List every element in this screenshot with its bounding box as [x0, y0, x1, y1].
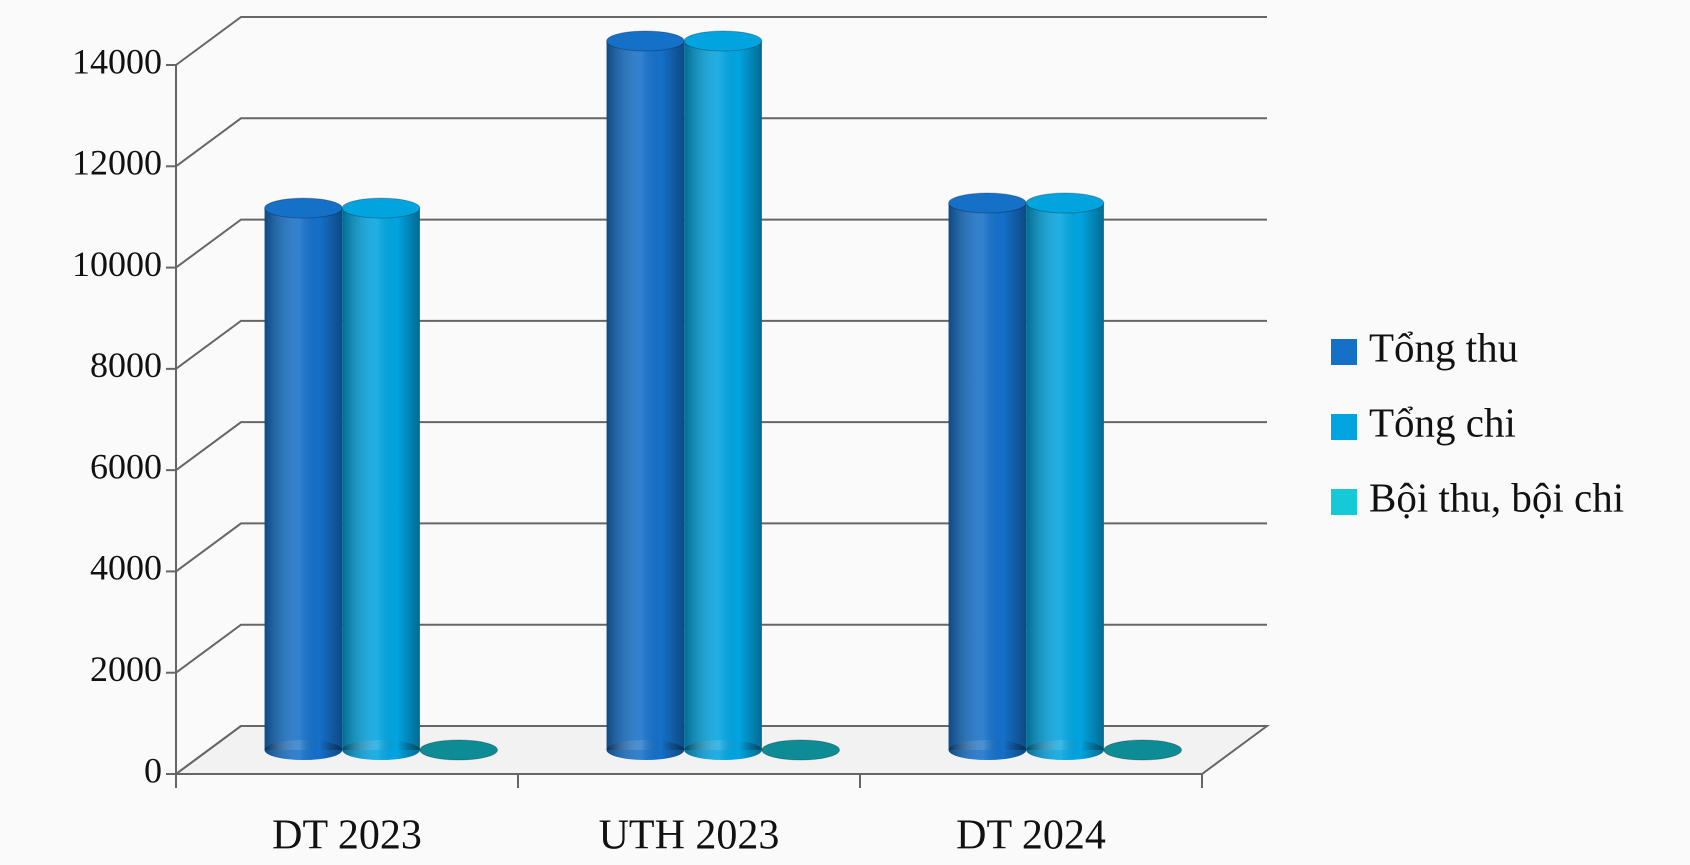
legend-label: Tổng thu [1369, 324, 1518, 370]
y-tick-label: 6000 [90, 446, 162, 486]
bar-bottom-shade [1026, 740, 1104, 760]
bar [606, 30, 685, 760]
y-tick-label: 0 [144, 750, 162, 790]
bar-top [683, 30, 763, 52]
bar-top-shade [419, 740, 498, 760]
grid-line [175, 623, 1267, 674]
x-tick-label: DT 2023 [272, 813, 422, 859]
grid-line [175, 319, 1267, 370]
grid-line [175, 117, 1267, 168]
bar-top-shade [1103, 740, 1182, 760]
bar-top [1103, 739, 1182, 761]
y-tick-label: 4000 [90, 548, 162, 588]
y-tick-label: 8000 [90, 345, 162, 385]
bar-shade [948, 203, 1027, 751]
bar [341, 197, 421, 760]
bar-bottom-shade [606, 740, 685, 760]
bar-bottom-shade [264, 740, 343, 760]
grid-line [175, 16, 1267, 66]
bar-shade [606, 41, 685, 750]
bar-top [606, 30, 685, 52]
y-tick-label: 14000 [72, 41, 162, 81]
bar-top [419, 739, 498, 761]
legend-label: Bội thu, bội chi [1369, 474, 1624, 520]
y-tick-label: 10000 [72, 244, 162, 284]
bar-top [948, 192, 1027, 214]
bar-bottom-shade [342, 740, 420, 760]
y-tick-label: 12000 [72, 143, 162, 183]
bar-shade [684, 41, 762, 750]
bar [419, 739, 498, 761]
grid-line [175, 218, 1267, 269]
y-tick-label: 2000 [90, 649, 162, 689]
bar [948, 192, 1027, 760]
x-tick-label: DT 2024 [956, 813, 1106, 859]
grid-line [175, 421, 1267, 471]
bar [264, 197, 343, 760]
bar-top [761, 739, 840, 761]
bar [1025, 192, 1105, 760]
legend-swatch [1331, 339, 1357, 365]
bar-top-shade [761, 740, 840, 760]
grid-line [175, 725, 1267, 775]
legend-label: Tổng chi [1369, 399, 1516, 445]
bar-shade [264, 208, 343, 750]
x-tick-label: UTH 2023 [599, 813, 780, 859]
legend-swatch [1331, 414, 1357, 440]
bar [683, 30, 763, 760]
bar [761, 739, 840, 761]
bar [1103, 739, 1182, 761]
bar-top [341, 197, 421, 219]
bar-top [1025, 192, 1105, 214]
bar-shade [342, 208, 420, 750]
grid-line [175, 522, 1267, 573]
legend-swatch [1331, 489, 1357, 515]
bar-top [264, 197, 343, 219]
bar-bottom-shade [684, 740, 762, 760]
bar-shade [1026, 203, 1104, 751]
bar-bottom-shade [948, 740, 1027, 760]
